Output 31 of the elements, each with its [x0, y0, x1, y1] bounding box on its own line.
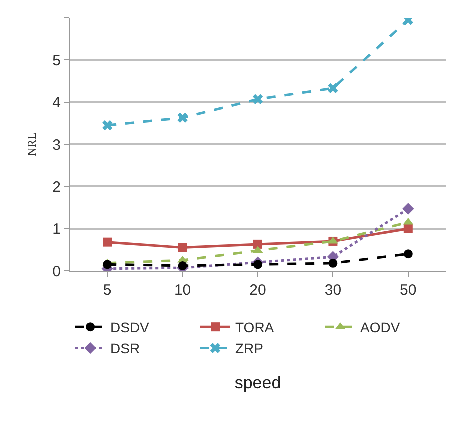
point [178, 243, 188, 252]
y-tick-label: 3 [52, 136, 61, 154]
point [178, 112, 188, 124]
point [103, 260, 112, 270]
legend-label: DSDV [110, 320, 150, 336]
legend-label: ZRP [236, 340, 264, 357]
y-tick-label: 4 [52, 94, 61, 112]
x-tick-label: 20 [250, 282, 266, 299]
y-tick-label: 2 [52, 178, 61, 196]
point [102, 120, 113, 131]
point [328, 83, 338, 94]
point [404, 224, 413, 234]
x-tick-label: 5 [103, 282, 112, 299]
point [402, 203, 414, 215]
x-tick-label: 30 [324, 282, 342, 299]
point [252, 94, 264, 104]
point [254, 240, 262, 249]
legend-label: AODV [360, 320, 401, 336]
x-tick-label: 50 [400, 282, 417, 299]
point [103, 238, 112, 247]
x-tick-label: 10 [174, 282, 192, 299]
y-tick-label: 0 [52, 263, 61, 280]
legend-label: DSR [110, 340, 140, 357]
y-tick-label: 5 [52, 52, 61, 70]
legend-label: TORA [236, 320, 275, 336]
y-tick-label: 1 [52, 221, 61, 238]
y-axis-title: NRL [25, 132, 39, 156]
x-axis-title: speed [234, 373, 282, 392]
point [328, 258, 338, 268]
point [404, 250, 413, 259]
point [254, 260, 262, 270]
